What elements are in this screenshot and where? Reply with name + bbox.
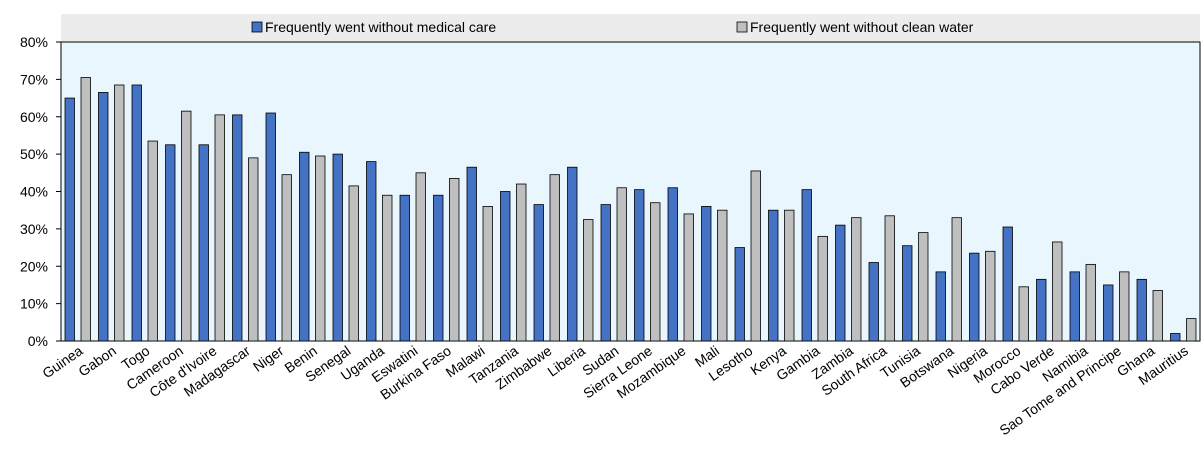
bar-clean-water: [717, 209, 728, 342]
bar-clean-water: [1152, 290, 1163, 342]
bar-medical-care: [1036, 278, 1047, 342]
y-tick-label: 30%: [20, 221, 48, 237]
bar-clean-water: [248, 157, 259, 342]
y-tick-label: 50%: [20, 146, 48, 162]
bar-medical-care: [232, 114, 243, 342]
bar-clean-water: [1018, 286, 1029, 342]
bar-clean-water: [1052, 241, 1063, 342]
y-tick-label: 0%: [28, 333, 48, 349]
bar-medical-care: [935, 271, 946, 342]
bar-clean-water: [214, 114, 225, 342]
bar-medical-care: [466, 166, 477, 342]
bar-medical-care: [98, 92, 109, 342]
bar-medical-care: [1136, 278, 1147, 342]
bar-clean-water: [516, 183, 527, 342]
bar-medical-care: [768, 209, 779, 342]
bar-medical-care: [868, 262, 879, 342]
bar-clean-water: [181, 110, 192, 342]
bar-clean-water: [784, 209, 795, 342]
x-tick-label: Gabon: [75, 342, 119, 379]
bar-clean-water: [583, 219, 594, 342]
bar-clean-water: [951, 217, 962, 342]
legend-swatch: [736, 21, 748, 33]
bar-clean-water: [884, 215, 895, 342]
bar-medical-care: [1170, 333, 1181, 342]
bar-clean-water: [415, 172, 426, 342]
bar-clean-water: [1186, 318, 1197, 342]
bar-medical-care: [969, 252, 980, 342]
bar-clean-water: [281, 174, 292, 342]
bar-medical-care: [1069, 271, 1080, 342]
bar-clean-water: [80, 77, 91, 342]
bar-clean-water: [482, 206, 493, 342]
bar-clean-water: [147, 140, 158, 342]
y-tick-label: 60%: [20, 109, 48, 125]
bar-clean-water: [114, 84, 125, 342]
bar-medical-care: [634, 189, 645, 342]
legend: Frequently went without medical care Freq…: [251, 19, 974, 35]
bar-medical-care: [734, 247, 745, 342]
bar-medical-care: [399, 194, 410, 342]
bar-medical-care: [198, 144, 209, 342]
y-tick-label: 70%: [20, 71, 48, 87]
bars: [64, 77, 1197, 342]
x-tick-label: Niger: [250, 342, 287, 374]
bar-medical-care: [265, 112, 276, 342]
bar-clean-water: [348, 185, 359, 342]
bar-clean-water: [851, 217, 862, 342]
bar-clean-water: [918, 232, 929, 342]
legend-band: [61, 14, 1200, 42]
bar-clean-water: [817, 235, 828, 342]
bar-medical-care: [299, 151, 310, 342]
bar-medical-care: [165, 144, 176, 342]
bar-clean-water: [382, 194, 393, 342]
bar-clean-water: [616, 187, 627, 342]
bar-medical-care: [835, 224, 846, 342]
bar-clean-water: [650, 202, 661, 342]
legend-label: Frequently went without medical care: [265, 19, 496, 35]
x-tick-label: Liberia: [544, 342, 588, 379]
bar-medical-care: [567, 166, 578, 342]
y-tick-label: 40%: [20, 184, 48, 200]
bar-medical-care: [433, 194, 444, 342]
bar-clean-water: [985, 250, 996, 342]
bar-medical-care: [500, 191, 511, 342]
bar-medical-care: [1002, 226, 1013, 342]
bar-medical-care: [131, 84, 142, 342]
plot-area: [60, 41, 1201, 342]
y-tick-label: 20%: [20, 258, 48, 274]
y-axis: 0% 10% 20% 30% 40% 50% 60% 70% 80%: [20, 34, 61, 349]
bar-medical-care: [801, 189, 812, 342]
legend-label: Frequently went without clean water: [750, 19, 974, 35]
bar-clean-water: [549, 174, 560, 342]
bar-medical-care: [533, 204, 544, 342]
bar-clean-water: [1085, 263, 1096, 342]
y-tick-label: 10%: [20, 296, 48, 312]
bar-clean-water: [1119, 271, 1130, 342]
bar-medical-care: [366, 161, 377, 342]
bar-medical-care: [667, 187, 678, 342]
bar-medical-care: [600, 204, 611, 342]
bar-medical-care: [64, 97, 75, 342]
bar-medical-care: [1103, 284, 1114, 342]
bar-clean-water: [750, 170, 761, 342]
y-tick-label: 80%: [20, 34, 48, 50]
bar-medical-care: [902, 245, 913, 342]
legend-swatch: [251, 21, 263, 33]
bar-medical-care: [332, 153, 343, 342]
bar-clean-water: [315, 155, 326, 342]
bar-clean-water: [683, 213, 694, 342]
bar-clean-water: [449, 178, 460, 342]
bar-medical-care: [701, 206, 712, 342]
